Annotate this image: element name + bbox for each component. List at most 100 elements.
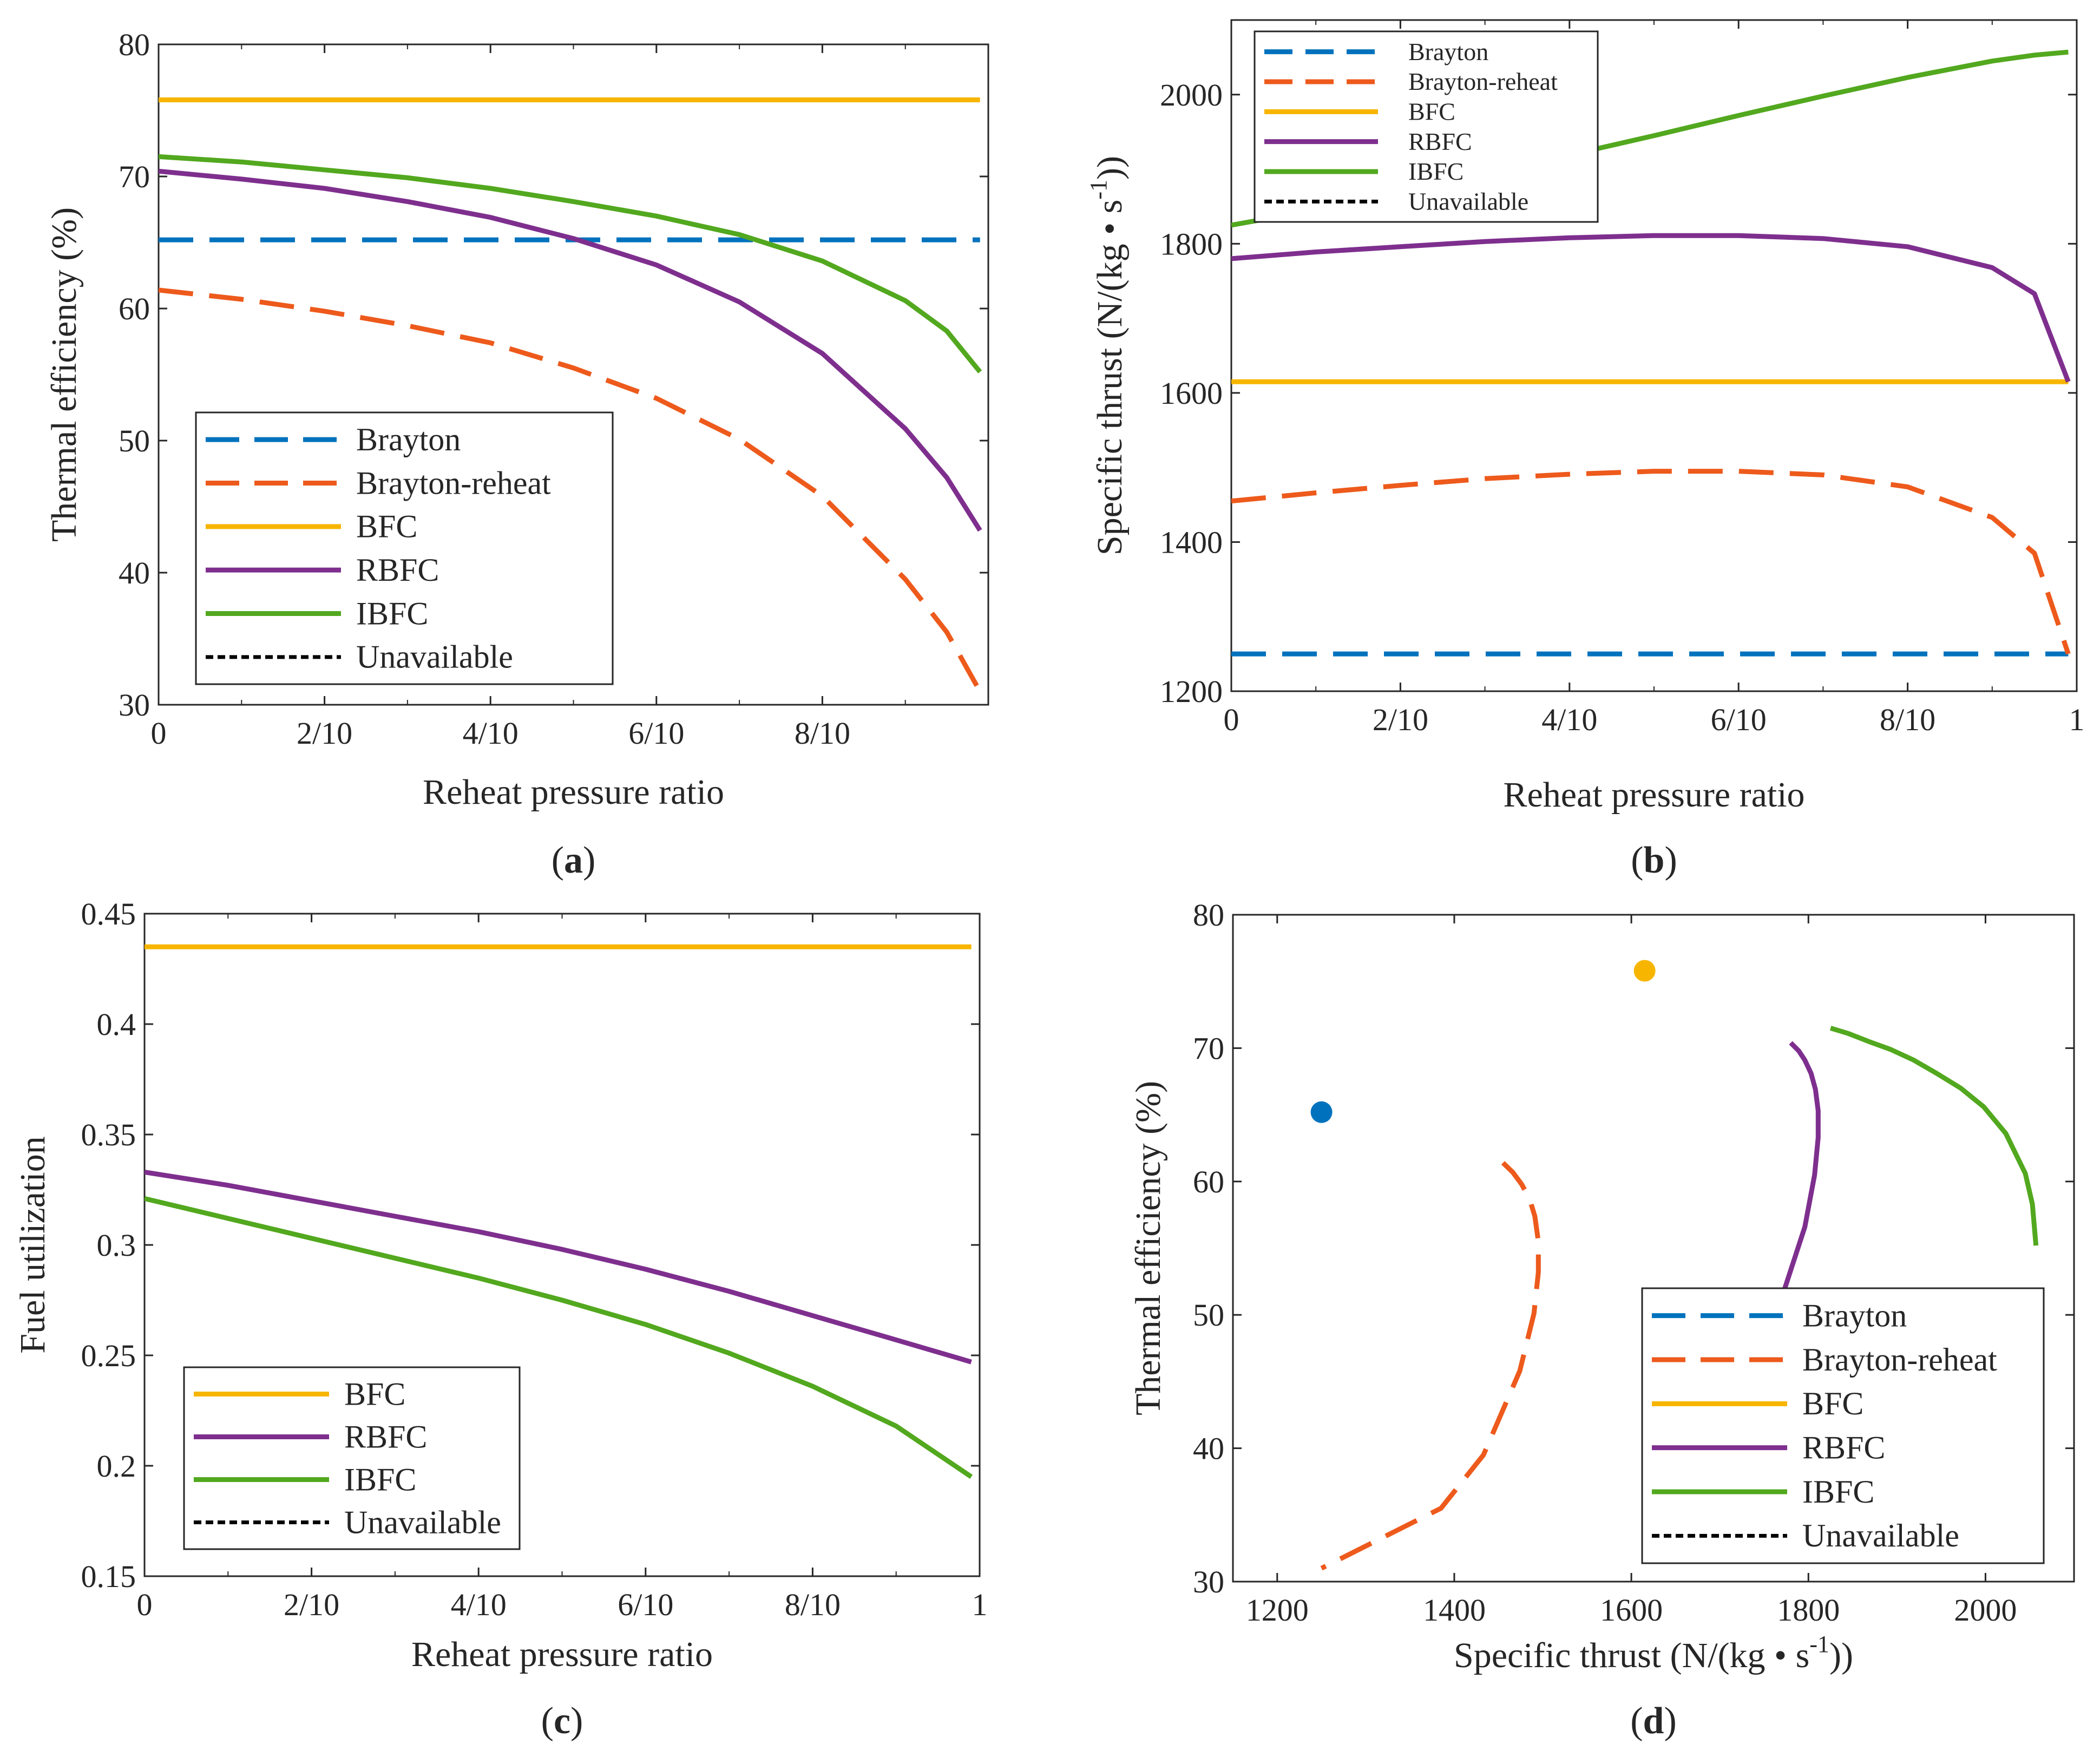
legend-label-brayton: Brayton [356,422,461,457]
x-axis-label-main: Specific thrust (N/(kg • s [1454,1636,1809,1675]
y-tick-label: 80 [1193,897,1224,933]
legend-box [195,411,614,685]
y-tick-label: 80 [119,27,150,62]
x-tick-label: 6/10 [628,716,684,751]
series-line-ibfc [1829,1026,2039,1246]
y-tick-label: 70 [119,159,150,194]
legend: BraytonBrayton-reheatBFCRBFCIBFCUnavaila… [195,411,614,685]
chart-panel-d: 1200 1400 1600 1800 2000 30 40 50 60 70 80 Specific… [1128,897,2075,1742]
panel-paren-close: ) [1664,1700,1676,1742]
x-tick-label: 8/10 [795,716,850,751]
x-tick-label: 1 [2069,702,2085,737]
data-point-brayton [1310,1101,1333,1123]
y-tick-label: 40 [1193,1431,1224,1466]
series-line-brayton-reheat [1231,469,2071,655]
panel-label: (b) [1631,840,1677,881]
x-tick-label: 6/10 [1711,702,1767,737]
y-tick-label: 60 [119,291,150,326]
legend-label-unavailable: Unavailable [344,1504,501,1540]
x-tick-label: 0 [137,1587,153,1622]
panel-letter: d [1643,1700,1664,1742]
legend-label-unavailable: Unavailable [356,639,513,675]
legend-label-rbfc: RBFC [344,1419,427,1454]
legend-label-unavailable: Unavailable [1802,1518,1959,1553]
series-line-brayton-reheat [159,287,982,693]
series-line-ibfc [159,154,982,373]
x-tick-label: 8/10 [785,1587,841,1622]
legend-label-brayton-reheat: Brayton-reheat [1408,68,1558,95]
chart-panel-a: 0 2/10 4/10 6/10 8/10 30 40 50 60 70 80 Reheat pres… [44,27,989,881]
legend-label-rbfc: RBFC [1408,128,1472,155]
x-tick-label: 1800 [1777,1592,1840,1628]
x-tick-label: 0 [151,716,167,751]
x-tick-label: 1200 [1246,1592,1309,1628]
series-line-rbfc [1231,233,2071,383]
series-line-ibfc [145,1196,973,1479]
legend-label-brayton: Brayton [1408,38,1488,65]
y-axis-label: Thermal efficiency (%) [1128,1081,1168,1415]
panel-label: (d) [1630,1700,1677,1742]
legend-label-brayton: Brayton [1802,1297,1907,1333]
legend-label-ibfc: IBFC [356,595,428,631]
y-tick-label: 50 [1193,1297,1224,1333]
x-axis-label: Reheat pressure ratio [1503,775,1804,815]
legend-label-bfc: BFC [344,1376,405,1412]
legend-label-ibfc: IBFC [1408,158,1464,185]
series-group [159,97,982,693]
y-tick-label: 1800 [1160,226,1223,261]
y-axis-label: Fuel utilization [13,1136,52,1353]
x-tick-label: 4/10 [1541,702,1597,737]
x-tick-label: 1400 [1423,1592,1486,1628]
y-tick-label: 0.35 [81,1117,136,1152]
legend-box [183,1366,521,1550]
legend-box [1641,1287,2045,1564]
chart-panel-b: 0 2/10 4/10 6/10 8/10 1 1200 1400 1600 1800 2000 Re… [1085,19,2085,881]
legend-label-bfc: BFC [1408,98,1455,126]
x-axis-label-end: )) [1829,1636,1853,1675]
legend-box [1254,30,1599,223]
panel-paren-close: ) [1664,840,1677,881]
panel-paren-close: ) [583,840,595,881]
panel-paren-close: ) [570,1700,583,1742]
panel-letter: c [554,1700,570,1742]
x-tick-label: 2/10 [1373,702,1428,737]
x-tick-label: 0 [1224,702,1239,737]
y-tick-label: 0.25 [81,1338,136,1373]
chart-panel-c: 0 2/10 4/10 6/10 8/10 1 0.15 0.2 0.25 0.3 0.35 0.4 0… [13,896,988,1742]
legend: BFC RBFC IBFC Unavailable [183,1366,521,1550]
series-line-rbfc [159,168,982,532]
y-axis-label-main: Specific thrust (N/(kg • s [1090,200,1130,555]
legend: BraytonBrayton-reheatBFCRBFCIBFCUnavaila… [1254,30,1599,223]
series-group [145,944,973,1479]
x-axis-label: Reheat pressure ratio [423,772,724,812]
y-tick-label: 60 [1193,1164,1224,1199]
y-axis-label-end: )) [1090,156,1130,180]
legend-label-bfc: BFC [356,509,417,545]
data-point-bfc [1633,960,1656,982]
y-tick-label: 0.45 [81,896,136,932]
y-axis-label: Thermal efficiency (%) [44,207,84,542]
panel-letter: a [564,840,583,881]
legend-label-rbfc: RBFC [1802,1430,1885,1465]
y-tick-label: 30 [1193,1564,1224,1599]
legend-label-brayton-reheat: Brayton-reheat [1802,1342,1997,1378]
y-tick-label: 30 [119,687,150,723]
panel-label: (a) [552,840,596,881]
y-axis-label: Specific thrust (N/(kg • s-1)) [1085,156,1130,555]
y-tick-label: 50 [119,423,150,458]
panel-paren-open: ( [1631,840,1643,881]
y-axis-label-sup: -1 [1085,180,1112,200]
y-tick-label: 2000 [1160,77,1223,113]
x-tick-label: 2/10 [284,1587,339,1622]
x-tick-label: 2/10 [297,716,352,751]
y-tick-label: 0.3 [97,1228,136,1263]
x-tick-label: 1600 [1600,1592,1663,1628]
legend-label-rbfc: RBFC [356,552,439,588]
legend-label-bfc: BFC [1802,1386,1863,1421]
y-tick-label: 1400 [1160,524,1223,560]
y-tick-label: 0.15 [81,1559,136,1594]
series-line-brayton-reheat [1320,1161,1541,1571]
x-tick-label: 4/10 [463,716,519,751]
panel-paren-open: ( [552,840,564,881]
